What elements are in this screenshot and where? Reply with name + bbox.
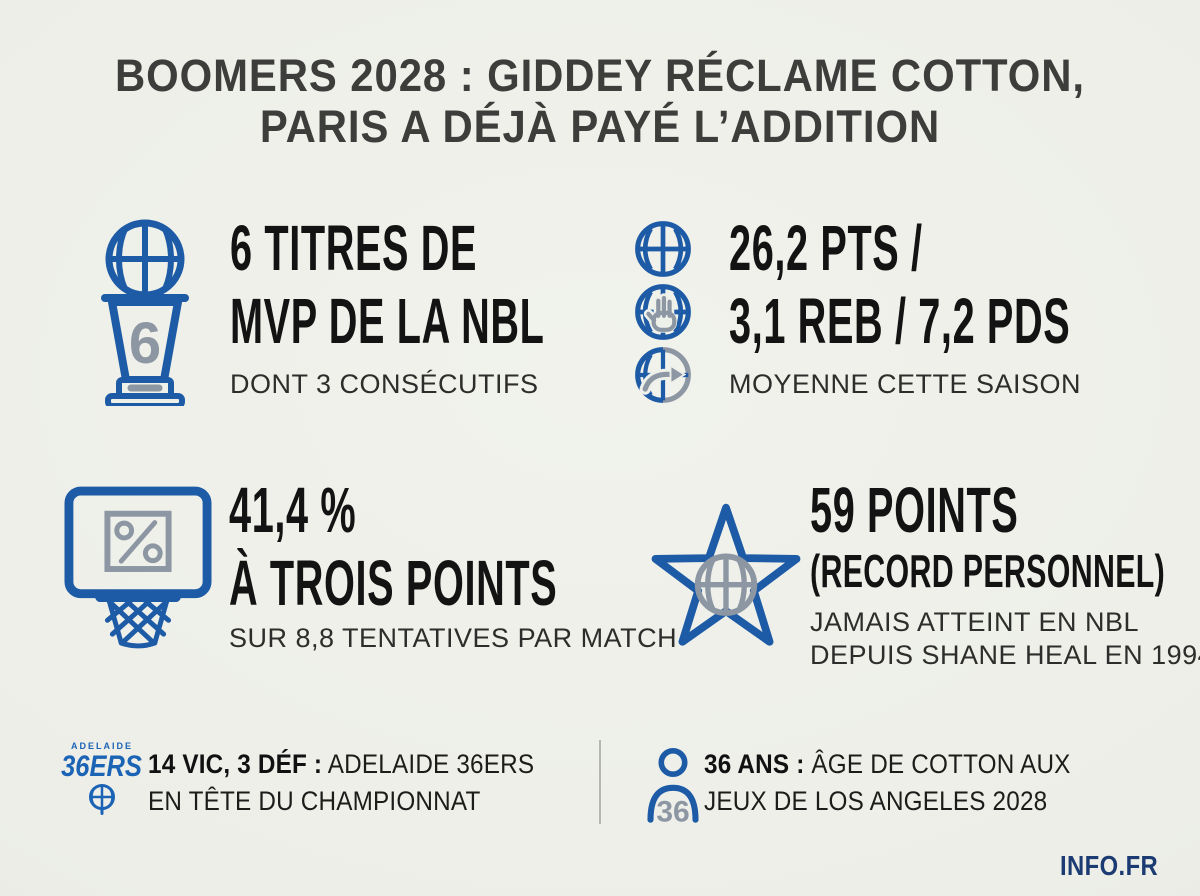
site-logo: INFO.FR xyxy=(1060,850,1159,881)
title-line-2: PARIS A DÉJÀ PAYÉ L’ADDITION xyxy=(259,101,941,152)
assist-arrow-icon xyxy=(635,347,691,403)
stat-value-line: 41,4 % xyxy=(229,474,357,546)
logo-city-label: ADELAIDE xyxy=(70,741,133,751)
stat-value-line: MVP DE LA NBL xyxy=(230,285,545,357)
footnote-line: EN TÊTE DU CHAMPIONNAT xyxy=(148,786,481,816)
footnote-bold: 14 VIC, 3 DÉF : xyxy=(148,749,323,779)
trophy-number: 6 xyxy=(129,311,161,376)
footnote-standings: 14 VIC, 3 DÉF : ADELAIDE 36ERS EN TÊTE D… xyxy=(148,746,534,820)
stat-value-line: 6 TITRES DE xyxy=(230,212,478,284)
rebound-hand-icon xyxy=(635,284,691,340)
stat-caption: MOYENNE CETTE SAISON xyxy=(729,369,1082,399)
averages-icon-column xyxy=(633,219,693,405)
adelaide-36ers-logo: ADELAIDE 36ERS xyxy=(56,742,148,816)
footnote-line: 36 ANS : ÂGE DE COTTON AUX xyxy=(704,746,1071,783)
footnote-line: 14 VIC, 3 DÉF : ADELAIDE 36ERS xyxy=(148,746,534,783)
age-number: 36 xyxy=(656,796,689,824)
stat-value-line: 3,1 REB / 7,2 PDS xyxy=(729,285,1071,357)
stat-value-line: 59 POINTS xyxy=(810,474,1019,546)
basketball-icon xyxy=(635,221,691,277)
stat-career-high: 59 POINTS (RECORD PERSONNEL) JAMAIS ATTE… xyxy=(810,474,1200,672)
footnote-rest: ÂGE DE COTTON AUX xyxy=(804,749,1071,779)
footnote-rest: ADELAIDE 36ERS xyxy=(322,749,535,779)
stat-value-line: (RECORD PERSONNEL) xyxy=(810,545,1166,597)
footnote-divider xyxy=(599,740,601,824)
stat-value-line: 26,2 PTS / xyxy=(729,212,923,284)
trophy-basketball-icon: 6 xyxy=(101,219,189,406)
stat-three-point: 41,4 % À TROIS POINTS SUR 8,8 TENTATIVES… xyxy=(229,474,759,655)
title-line-1: BOOMERS 2028 : GIDDEY RÉCLAME COTTON, xyxy=(115,50,1085,101)
stat-mvp-titles: 6 TITRES DE MVP DE LA NBL DONT 3 CONSÉCU… xyxy=(230,212,737,401)
stat-caption: DONT 3 CONSÉCUTIFS xyxy=(230,369,539,399)
player-age-icon: 36 xyxy=(647,747,699,824)
footnote-age: 36 ANS : ÂGE DE COTTON AUX JEUX DE LOS A… xyxy=(704,746,1071,820)
logo-team-label: 36ERS xyxy=(61,750,143,783)
stat-caption: SUR 8,8 TENTATIVES PAR MATCH xyxy=(229,623,678,653)
star-basketball-icon xyxy=(651,503,801,646)
stat-caption: JAMAIS ATTEINT EN NBL xyxy=(810,607,1140,637)
stat-caption-group: JAMAIS ATTEINT EN NBL DEPUIS SHANE HEAL … xyxy=(810,606,1200,672)
footnote-bold: 36 ANS : xyxy=(704,749,805,779)
page-title: BOOMERS 2028 : GIDDEY RÉCLAME COTTON, PA… xyxy=(42,50,1158,152)
footnote-line: JEUX DE LOS ANGELES 2028 xyxy=(704,786,1048,816)
stat-value-line: À TROIS POINTS xyxy=(229,547,558,619)
hoop-percent-icon xyxy=(64,486,212,649)
stat-season-averages: 26,2 PTS / 3,1 REB / 7,2 PDS MOYENNE CET… xyxy=(729,212,1200,401)
stat-caption: DEPUIS SHANE HEAL EN 1994 xyxy=(810,640,1200,670)
logo-basketball-icon xyxy=(89,784,115,815)
